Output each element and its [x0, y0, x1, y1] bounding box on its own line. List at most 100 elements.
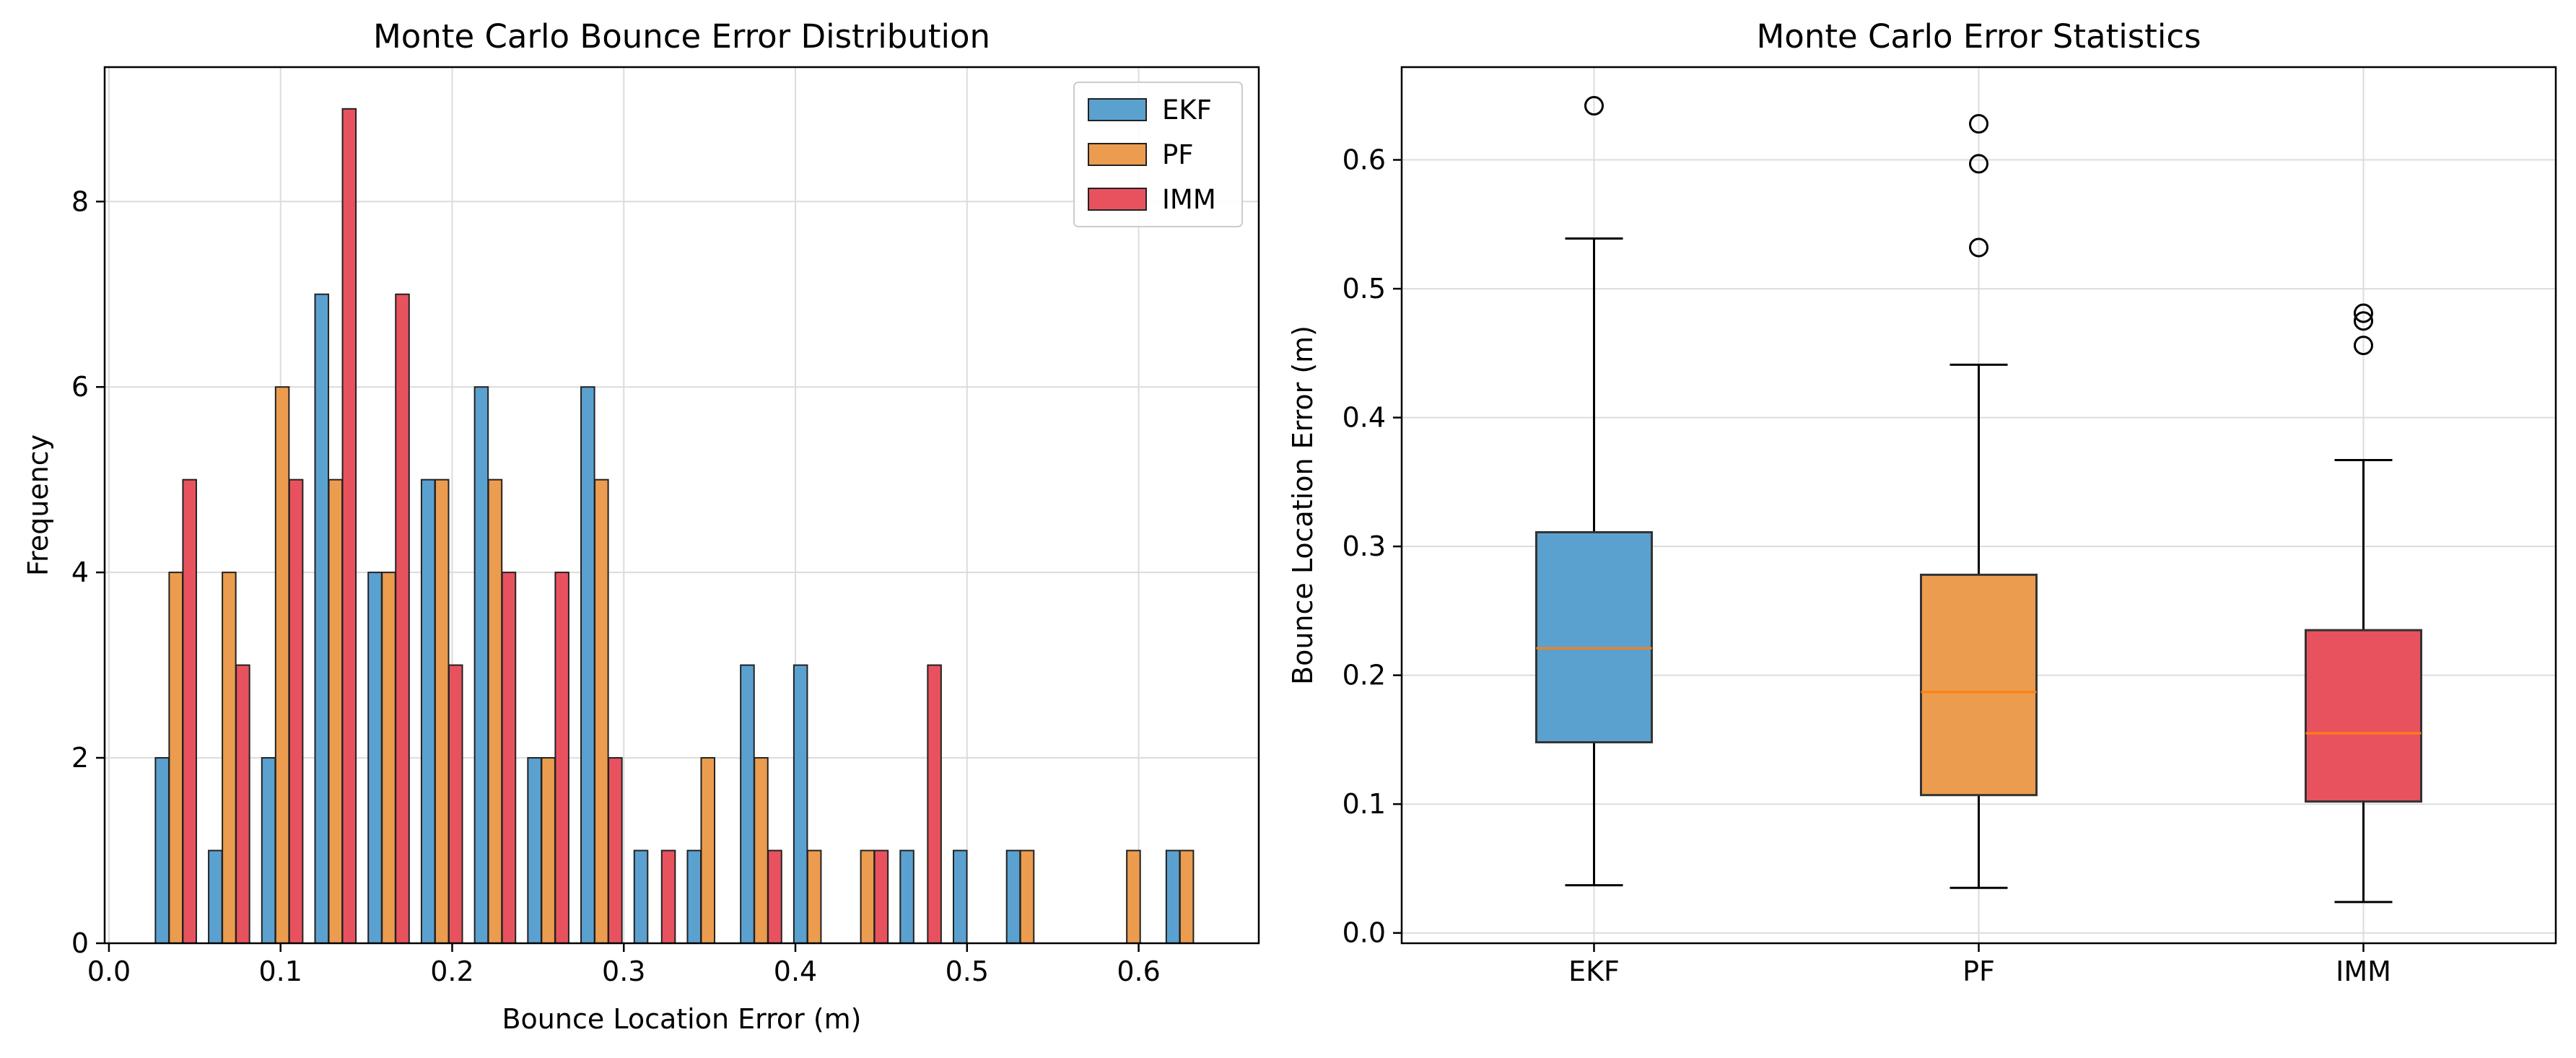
histogram-title: Monte Carlo Bounce Error Distribution: [373, 17, 990, 56]
bar-pf: [274, 386, 290, 944]
boxplot-y-ticks: 0.0 0.1 0.2 0.3 0.4 0.5 0.6: [1342, 144, 1402, 949]
bar-ekf: [633, 849, 649, 945]
outlier-ekf: [1584, 96, 1604, 116]
bar-ekf: [208, 849, 223, 945]
outlier-imm: [2354, 303, 2373, 323]
bar-imm: [341, 108, 357, 944]
legend-swatch-ekf: [1088, 98, 1147, 121]
bar-imm: [395, 293, 410, 945]
bar-pf: [594, 478, 609, 944]
bar-ekf: [686, 849, 702, 945]
bar-imm: [447, 664, 463, 944]
legend-label-ekf: EKF: [1162, 95, 1212, 126]
bar-ekf: [420, 478, 436, 944]
bar-pf: [1126, 849, 1141, 945]
bar-ekf: [953, 849, 968, 945]
x-tick-label: 0.0: [87, 956, 131, 987]
y-tick-label: 0.5: [1342, 273, 1386, 305]
y-tick-label: 4: [71, 556, 89, 588]
bar-imm: [288, 478, 304, 944]
bar-ekf: [793, 664, 808, 944]
legend-label-imm: IMM: [1162, 184, 1216, 215]
bar-ekf: [580, 386, 595, 944]
bar-imm: [235, 664, 250, 944]
histogram-x-axis-label: Bounce Location Error (m): [502, 1003, 861, 1035]
bar-ekf: [154, 757, 170, 944]
bar-pf: [700, 757, 716, 944]
y-tick-label: 2: [71, 742, 89, 774]
x-tick-label: 0.6: [1117, 956, 1160, 987]
box-imm: [2305, 629, 2422, 803]
bar-ekf: [1005, 849, 1021, 945]
bar-pf: [541, 757, 556, 944]
x-tick-label: 0.4: [774, 956, 817, 987]
x-tick-label: 0.2: [430, 956, 473, 987]
bar-imm: [608, 757, 623, 944]
x-tick-label: 0.1: [258, 956, 302, 987]
bar-pf: [381, 572, 396, 944]
bar-pf: [168, 572, 183, 944]
histogram-panel: 0.0 0.1 0.2 0.3 0.4 0.5 0.6 0 2 4 6 8 Monte Carlo …: [22, 17, 1260, 1035]
legend-label-pf: PF: [1162, 139, 1194, 170]
y-tick-label: 0.0: [1342, 917, 1386, 949]
histogram-y-axis-label: Frequency: [22, 434, 54, 576]
bar-imm: [182, 478, 197, 944]
outlier-pf: [1969, 237, 1988, 258]
bar-ekf: [261, 757, 276, 944]
bar-ekf: [899, 849, 914, 945]
bar-ekf: [473, 386, 489, 944]
histogram-legend: EKF PF IMM: [1073, 82, 1243, 227]
bar-pf: [806, 849, 822, 945]
bar-imm: [554, 572, 569, 944]
histogram-frame: [103, 66, 1260, 945]
outlier-pf: [1969, 114, 1988, 134]
x-tick-label: 0.5: [946, 956, 989, 987]
bar-ekf: [1165, 849, 1181, 945]
bar-pf: [434, 478, 450, 944]
bar-imm: [660, 849, 676, 945]
bar-ekf: [314, 293, 330, 945]
box-ekf: [1535, 530, 1653, 743]
y-tick-label: 0.3: [1342, 530, 1386, 562]
y-tick-label: 8: [71, 185, 89, 217]
outlier-imm: [2354, 311, 2373, 331]
x-tick-label: 0.3: [602, 956, 645, 987]
bar-imm: [873, 849, 889, 945]
x-tick-label: IMM: [2336, 956, 2391, 987]
boxplot-y-axis-label: Bounce Location Error (m): [1287, 325, 1319, 685]
y-tick-label: 0.4: [1342, 402, 1386, 434]
bar-pf: [754, 757, 769, 944]
bar-imm: [767, 849, 782, 945]
boxplot-panel: EKF PF IMM 0.0 0.1 0.2 0.3 0.4 0.5 0.6 Monte Car…: [1287, 17, 2557, 987]
histogram-grid: [105, 67, 1259, 944]
histogram-x-ticks: 0.0 0.1 0.2 0.3 0.4 0.5 0.6: [87, 943, 1161, 987]
boxplot-x-ticks: EKF PF IMM: [1568, 943, 2391, 987]
x-tick-label: EKF: [1568, 956, 1620, 987]
bar-pf: [222, 572, 237, 944]
bar-pf: [1019, 849, 1035, 945]
bar-pf: [328, 478, 344, 944]
y-tick-label: 0.2: [1342, 660, 1386, 691]
bar-imm: [927, 664, 942, 944]
bar-ekf: [367, 572, 383, 944]
bar-imm: [501, 572, 517, 944]
y-tick-label: 0.6: [1342, 144, 1386, 176]
boxplot-title: Monte Carlo Error Statistics: [1756, 17, 2201, 56]
bar-pf: [860, 849, 876, 945]
y-tick-label: 0: [71, 927, 89, 959]
bar-pf: [487, 478, 503, 944]
bar-ekf: [527, 757, 542, 944]
legend-swatch-imm: [1088, 188, 1147, 211]
histogram-y-ticks: 0 2 4 6 8: [71, 185, 105, 959]
box-pf: [1920, 573, 2038, 797]
histogram-bars: [154, 108, 1195, 945]
y-tick-label: 0.1: [1342, 788, 1386, 820]
outlier-pf: [1969, 154, 1988, 174]
boxplot-boxes: [1535, 96, 2422, 904]
outlier-imm: [2354, 336, 2373, 356]
x-tick-label: PF: [1962, 956, 1995, 987]
boxplot-frame: [1400, 66, 2557, 945]
legend-swatch-pf: [1088, 143, 1147, 166]
y-tick-label: 6: [71, 371, 89, 403]
